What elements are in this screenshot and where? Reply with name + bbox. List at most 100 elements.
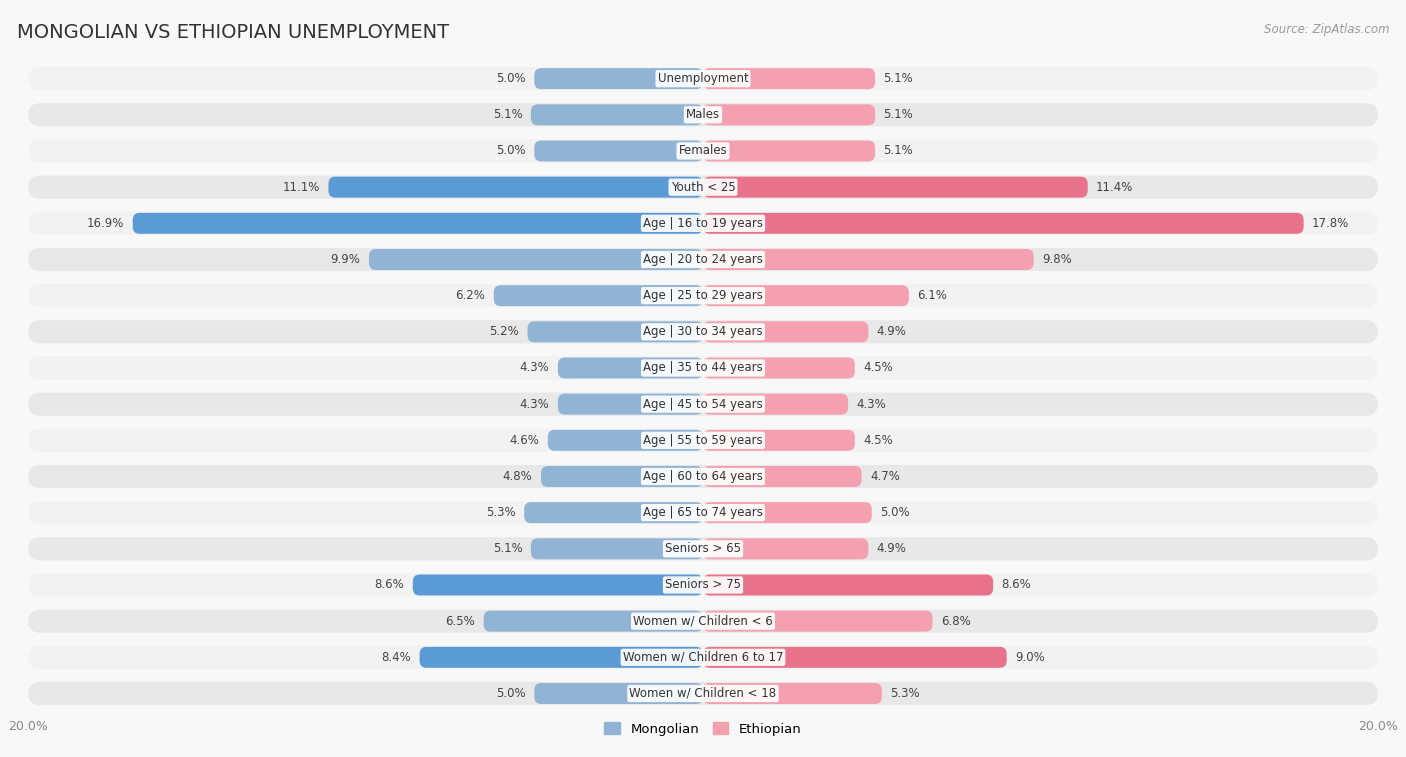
Text: 5.3%: 5.3% [486, 506, 516, 519]
FancyBboxPatch shape [28, 103, 1378, 126]
FancyBboxPatch shape [132, 213, 703, 234]
Text: 6.2%: 6.2% [456, 289, 485, 302]
FancyBboxPatch shape [28, 212, 1378, 235]
Text: Women w/ Children < 6: Women w/ Children < 6 [633, 615, 773, 628]
Text: 11.4%: 11.4% [1097, 181, 1133, 194]
FancyBboxPatch shape [527, 321, 703, 342]
Text: 5.3%: 5.3% [890, 687, 920, 700]
FancyBboxPatch shape [28, 682, 1378, 705]
Text: 4.3%: 4.3% [856, 397, 886, 410]
FancyBboxPatch shape [703, 141, 875, 161]
FancyBboxPatch shape [534, 683, 703, 704]
FancyBboxPatch shape [703, 104, 875, 126]
FancyBboxPatch shape [28, 501, 1378, 525]
Text: 16.9%: 16.9% [87, 217, 124, 230]
FancyBboxPatch shape [531, 538, 703, 559]
FancyBboxPatch shape [28, 646, 1378, 669]
Text: 4.7%: 4.7% [870, 470, 900, 483]
FancyBboxPatch shape [703, 249, 1033, 270]
Text: 5.2%: 5.2% [489, 326, 519, 338]
Text: Age | 16 to 19 years: Age | 16 to 19 years [643, 217, 763, 230]
Text: Source: ZipAtlas.com: Source: ZipAtlas.com [1264, 23, 1389, 36]
Text: 5.1%: 5.1% [883, 108, 914, 121]
Text: Age | 60 to 64 years: Age | 60 to 64 years [643, 470, 763, 483]
FancyBboxPatch shape [703, 575, 993, 596]
Text: Age | 65 to 74 years: Age | 65 to 74 years [643, 506, 763, 519]
FancyBboxPatch shape [534, 68, 703, 89]
Text: 8.6%: 8.6% [374, 578, 405, 591]
FancyBboxPatch shape [531, 104, 703, 126]
FancyBboxPatch shape [329, 176, 703, 198]
Text: MONGOLIAN VS ETHIOPIAN UNEMPLOYMENT: MONGOLIAN VS ETHIOPIAN UNEMPLOYMENT [17, 23, 449, 42]
Text: 5.1%: 5.1% [492, 108, 523, 121]
FancyBboxPatch shape [541, 466, 703, 487]
Text: 5.0%: 5.0% [496, 72, 526, 85]
Text: 9.0%: 9.0% [1015, 651, 1045, 664]
FancyBboxPatch shape [368, 249, 703, 270]
Text: Females: Females [679, 145, 727, 157]
Text: Unemployment: Unemployment [658, 72, 748, 85]
Text: 6.8%: 6.8% [941, 615, 970, 628]
Text: 4.5%: 4.5% [863, 434, 893, 447]
Text: 5.0%: 5.0% [496, 687, 526, 700]
FancyBboxPatch shape [703, 538, 869, 559]
Text: 5.1%: 5.1% [883, 145, 914, 157]
FancyBboxPatch shape [703, 357, 855, 378]
FancyBboxPatch shape [558, 394, 703, 415]
Legend: Mongolian, Ethiopian: Mongolian, Ethiopian [599, 717, 807, 741]
FancyBboxPatch shape [703, 68, 875, 89]
FancyBboxPatch shape [534, 141, 703, 161]
Text: 9.8%: 9.8% [1042, 253, 1071, 266]
FancyBboxPatch shape [28, 248, 1378, 271]
FancyBboxPatch shape [703, 683, 882, 704]
FancyBboxPatch shape [484, 611, 703, 631]
FancyBboxPatch shape [28, 393, 1378, 416]
FancyBboxPatch shape [703, 502, 872, 523]
FancyBboxPatch shape [494, 285, 703, 306]
Text: Age | 35 to 44 years: Age | 35 to 44 years [643, 362, 763, 375]
Text: 8.4%: 8.4% [381, 651, 411, 664]
Text: Age | 55 to 59 years: Age | 55 to 59 years [643, 434, 763, 447]
Text: Age | 30 to 34 years: Age | 30 to 34 years [643, 326, 763, 338]
Text: 5.0%: 5.0% [496, 145, 526, 157]
Text: 5.1%: 5.1% [883, 72, 914, 85]
Text: 6.1%: 6.1% [917, 289, 948, 302]
Text: Women w/ Children < 18: Women w/ Children < 18 [630, 687, 776, 700]
FancyBboxPatch shape [703, 394, 848, 415]
Text: Youth < 25: Youth < 25 [671, 181, 735, 194]
Text: Age | 20 to 24 years: Age | 20 to 24 years [643, 253, 763, 266]
Text: 5.1%: 5.1% [492, 542, 523, 556]
FancyBboxPatch shape [413, 575, 703, 596]
FancyBboxPatch shape [28, 176, 1378, 199]
FancyBboxPatch shape [703, 321, 869, 342]
FancyBboxPatch shape [548, 430, 703, 451]
FancyBboxPatch shape [28, 320, 1378, 344]
FancyBboxPatch shape [28, 139, 1378, 163]
Text: 17.8%: 17.8% [1312, 217, 1350, 230]
FancyBboxPatch shape [28, 428, 1378, 452]
Text: 4.9%: 4.9% [877, 326, 907, 338]
Text: 4.6%: 4.6% [509, 434, 540, 447]
Text: Age | 25 to 29 years: Age | 25 to 29 years [643, 289, 763, 302]
FancyBboxPatch shape [28, 465, 1378, 488]
FancyBboxPatch shape [703, 430, 855, 451]
Text: 8.6%: 8.6% [1001, 578, 1032, 591]
FancyBboxPatch shape [28, 357, 1378, 379]
Text: 4.8%: 4.8% [503, 470, 533, 483]
FancyBboxPatch shape [703, 646, 1007, 668]
Text: 6.5%: 6.5% [446, 615, 475, 628]
FancyBboxPatch shape [28, 67, 1378, 90]
Text: 11.1%: 11.1% [283, 181, 321, 194]
Text: 4.3%: 4.3% [520, 397, 550, 410]
FancyBboxPatch shape [28, 537, 1378, 560]
FancyBboxPatch shape [28, 609, 1378, 633]
Text: 4.3%: 4.3% [520, 362, 550, 375]
Text: Women w/ Children 6 to 17: Women w/ Children 6 to 17 [623, 651, 783, 664]
Text: Seniors > 65: Seniors > 65 [665, 542, 741, 556]
Text: Seniors > 75: Seniors > 75 [665, 578, 741, 591]
Text: 9.9%: 9.9% [330, 253, 360, 266]
FancyBboxPatch shape [703, 285, 908, 306]
FancyBboxPatch shape [703, 213, 1303, 234]
Text: Age | 45 to 54 years: Age | 45 to 54 years [643, 397, 763, 410]
FancyBboxPatch shape [703, 466, 862, 487]
